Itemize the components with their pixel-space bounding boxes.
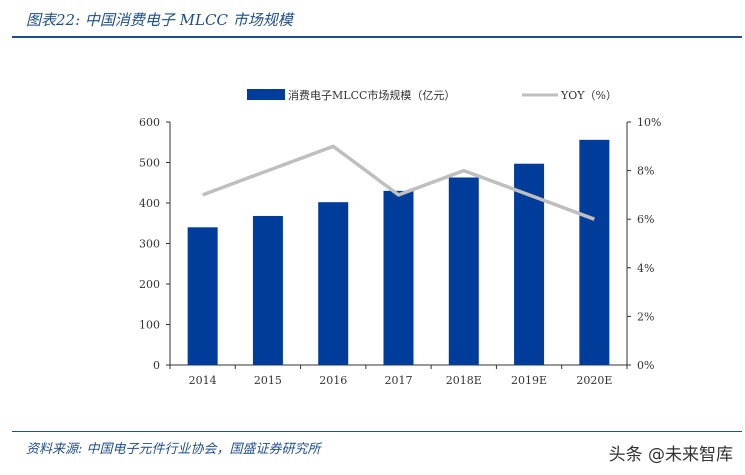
bar: [579, 139, 610, 365]
y-tick-label: 200: [139, 278, 160, 291]
title-divider: [12, 36, 742, 38]
y2-tick-label: 8%: [637, 165, 654, 178]
y2-tick-label: 2%: [637, 310, 654, 323]
y2-tick-label: 10%: [637, 116, 661, 129]
x-tick-label: 2015: [254, 374, 282, 387]
bar: [383, 190, 414, 365]
x-tick-label: 2019E: [511, 374, 547, 387]
bar: [318, 202, 349, 365]
y-tick-label: 400: [139, 197, 160, 210]
watermark: 头条 @未来智库: [608, 445, 733, 465]
y-tick-label: 500: [139, 157, 160, 170]
x-tick-label: 2017: [385, 374, 413, 387]
footer-divider: [12, 431, 742, 432]
x-tick-label: 2018E: [446, 374, 482, 387]
x-tick-label: 2020E: [576, 374, 612, 387]
bar: [252, 215, 283, 365]
bar: [187, 227, 218, 365]
yoy-line: [202, 144, 595, 221]
figure-title: 图表22: 中国消费电子 MLCC 市场规模: [26, 11, 293, 29]
legend-bar-label: 消费电子MLCC市场规模（亿元）: [288, 88, 455, 102]
y2-tick-label: 0%: [637, 359, 654, 372]
x-tick-label: 2016: [319, 374, 347, 387]
x-tick-label: 2014: [189, 374, 217, 387]
legend-bar-swatch: [247, 89, 285, 100]
legend-line-label: YOY（%）: [560, 89, 617, 102]
y-tick-label: 600: [139, 116, 160, 129]
source-note: 资料来源: 中国电子元件行业协会，国盛证券研究所: [26, 442, 321, 457]
bar: [448, 177, 479, 365]
y-tick-label: 300: [139, 238, 160, 251]
y2-tick-label: 6%: [637, 213, 654, 226]
y-tick-label: 0: [153, 359, 160, 372]
y2-tick-label: 4%: [637, 262, 654, 275]
y-tick-label: 100: [139, 319, 160, 332]
